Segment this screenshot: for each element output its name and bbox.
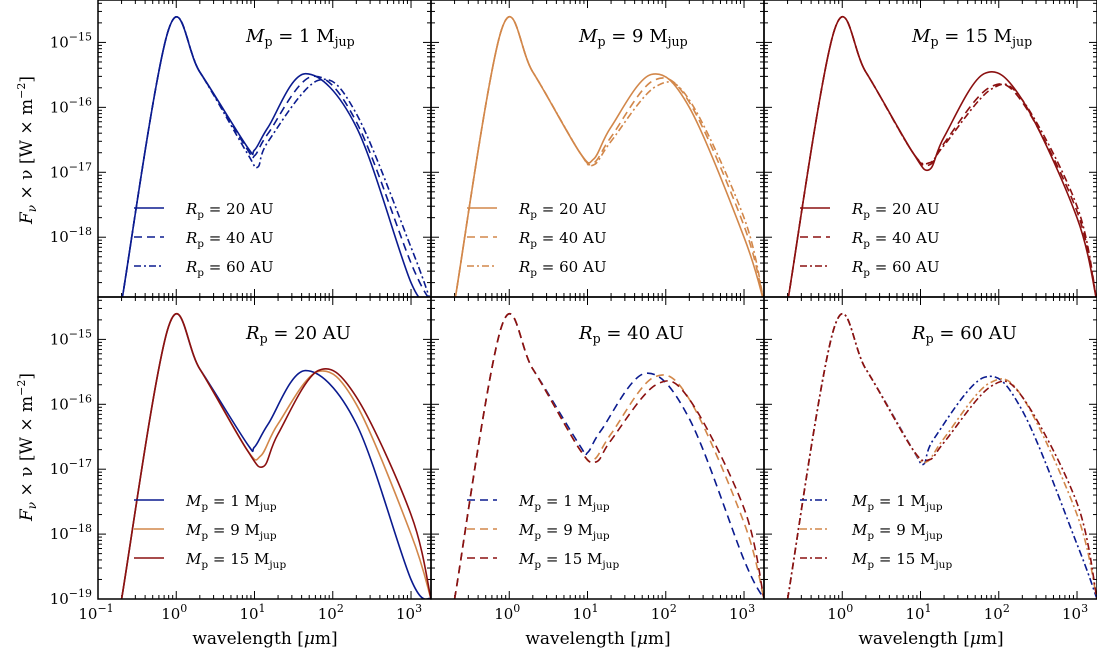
series-group [120,312,431,599]
series-line-1 [453,312,764,599]
series-line-0 [787,15,1097,297]
y-tick-label: 10−18 [50,522,92,543]
y-tick-label: 10−16 [50,95,92,116]
series-line-0 [120,313,431,599]
y-tick-label: 10−16 [50,392,92,413]
x-tick-label: 101 [905,602,931,623]
x-axis-label-middle: wavelength [μm] [525,629,670,649]
y-axis-label-bottom: Fν × ν [W × m−2] [15,373,39,522]
panel-top-left: 10−18 10−17 10−16 10−15 Mp = 1 Mjup Rp = 20 A… [50,0,432,298]
x-tick-label: 102 [984,602,1010,623]
y-tick-label: 10−17 [50,160,92,181]
legend: Mp = 1 Mjup Mp = 9 Mjup Mp = 15 Mjup [134,492,286,571]
panel-frame [763,296,1097,600]
y-tick-label: 10−18 [50,225,92,246]
y-tick-label: 10−17 [50,457,92,478]
series-line-1 [121,16,429,297]
series-line-1 [454,15,764,297]
panel-title: Mp = 9 Mjup [578,26,688,49]
legend-label-1: Rp = 40 AU [851,229,939,250]
y-axis-label-top: Fν × ν [W × m−2] [15,76,39,225]
series-group [453,312,764,599]
x-tick-label: 102 [651,602,677,623]
panel-title: Mp = 1 Mjup [245,26,355,49]
x-tick-label: 100 [494,602,520,623]
legend: Rp = 20 AU Rp = 40 AU Rp = 60 AU [800,200,939,279]
x-tick-label: 101 [239,602,265,623]
x-tick-label: 102 [318,602,344,623]
legend: Mp = 1 Mjup Mp = 9 Mjup Mp = 15 Mjup [467,492,619,571]
panels-group: 10−18 10−17 10−16 10−15 Mp = 1 Mjup Rp = 20 A… [50,0,1097,623]
x-tick-label: 103 [1062,602,1088,623]
x-tick-label: 101 [572,602,598,623]
series-line-2 [787,15,1097,297]
legend: Rp = 20 AU Rp = 40 AU Rp = 60 AU [467,200,606,279]
series-line-1 [786,312,1097,599]
series-line-2 [120,312,431,599]
legend-label-1: Rp = 40 AU [185,229,273,250]
series-group [454,15,764,297]
panel-bottom-left: 10−19 10−18 10−17 10−16 10−15 10−1 100 101 102 10… [50,296,432,623]
series-line-2 [786,312,1097,599]
legend-label-2: Mp = 15 Mjup [518,550,619,571]
legend-label-0: Rp = 20 AU [851,200,939,221]
legend: Mp = 1 Mjup Mp = 9 Mjup Mp = 15 Mjup [800,492,952,571]
legend-label-1: Mp = 9 Mjup [851,521,943,542]
legend-label-0: Rp = 20 AU [518,200,606,221]
x-axis-label-right: wavelength [μm] [858,629,1003,649]
x-tick-label: 100 [827,602,853,623]
legend-label-1: Mp = 9 Mjup [185,521,277,542]
legend-label-1: Mp = 9 Mjup [518,521,610,542]
series-line-2 [454,15,764,297]
series-group [787,15,1097,297]
legend-label-2: Rp = 60 AU [851,258,939,279]
panel-bottom-right: 100 101 102 103 Rp = 60 AU Mp = 1 Mjup Mp = 9 … [763,296,1097,623]
panel-title: Rp = 20 AU [245,323,351,346]
panel-top-middle: Mp = 9 Mjup Rp = 20 AU Rp = 40 AU Rp = 60 A… [430,0,765,298]
series-line-0 [786,312,1097,599]
legend-label-1: Rp = 40 AU [518,229,606,250]
series-line-2 [453,312,764,599]
x-tick-label: 10−1 [78,602,113,623]
series-line-1 [787,15,1097,297]
panel-top-right: Mp = 15 Mjup Rp = 20 AU Rp = 40 AU Rp = 60 … [763,0,1097,298]
legend-label-0: Mp = 1 Mjup [851,492,943,513]
legend-label-0: Mp = 1 Mjup [518,492,610,513]
panel-title: Rp = 40 AU [578,323,684,346]
x-tick-label: 103 [396,602,422,623]
y-tick-label: 10−15 [50,30,92,51]
legend-label-2: Mp = 15 Mjup [185,550,286,571]
series-group [121,15,431,297]
series-line-1 [120,312,431,599]
x-tick-label: 100 [161,602,187,623]
y-tick-label: 10−15 [50,327,92,348]
x-tick-label: 103 [729,602,755,623]
panel-title: Rp = 60 AU [911,323,1017,346]
legend-label-0: Rp = 20 AU [185,200,273,221]
legend-label-2: Mp = 15 Mjup [851,550,952,571]
legend-label-2: Rp = 60 AU [518,258,606,279]
y-tick-label: 10−19 [50,587,92,608]
legend-label-2: Rp = 60 AU [185,258,273,279]
series-line-0 [121,16,420,297]
series-group [786,312,1097,599]
legend-label-0: Mp = 1 Mjup [185,492,277,513]
legend: Rp = 20 AU Rp = 40 AU Rp = 60 AU [134,200,273,279]
x-axis-label-left: wavelength [μm] [192,629,337,649]
panel-title: Mp = 15 Mjup [911,26,1032,49]
series-line-2 [121,15,431,297]
panel-bottom-middle: 100 101 102 103 Rp = 40 AU Mp = 1 Mjup Mp = 9 … [430,296,765,623]
